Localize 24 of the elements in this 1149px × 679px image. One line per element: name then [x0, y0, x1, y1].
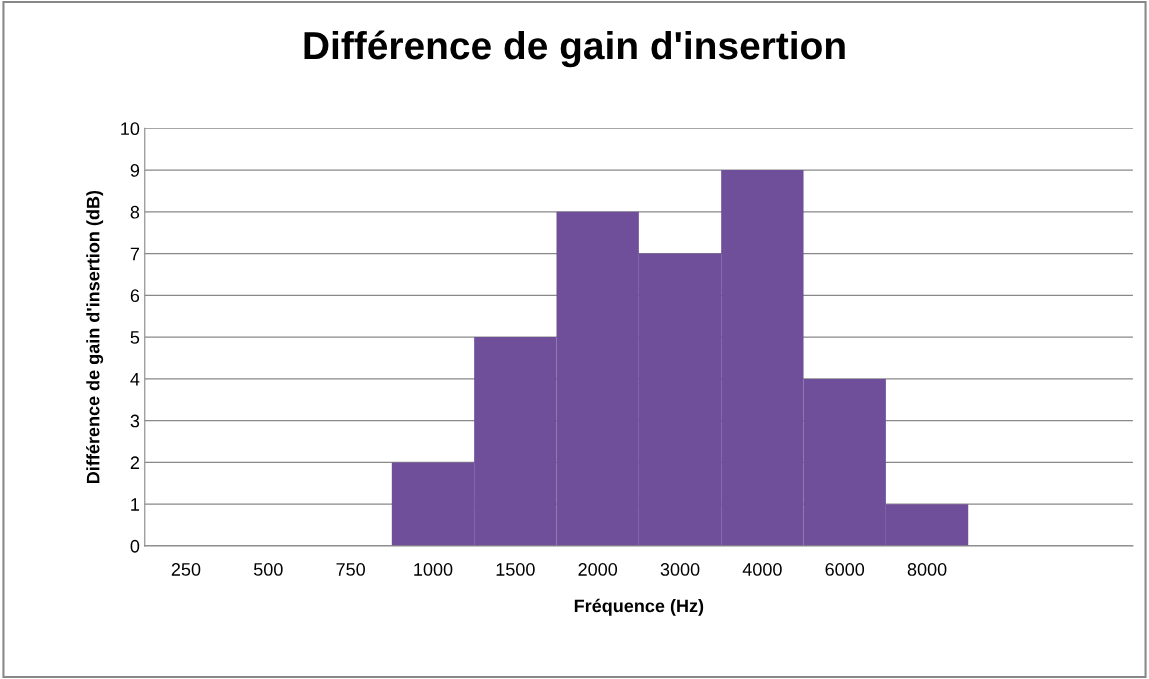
y-tick-label: 2 [130, 456, 140, 469]
x-tick-label: 250 [171, 563, 201, 576]
x-tick-label: 1000 [414, 563, 453, 576]
x-tick-label: 8000 [907, 563, 947, 576]
chart-title: Différence de gain d'insertion [304, 30, 845, 68]
y-tick-label: 5 [130, 331, 140, 344]
y-tick-label: 1 [131, 498, 140, 511]
y-tick-label: 4 [130, 373, 140, 386]
x-tick-label: 500 [253, 563, 283, 576]
y-tick-label: 9 [130, 164, 140, 177]
x-tick-label: 3000 [660, 563, 700, 576]
x-axis-title: Fréquence (Hz) [574, 598, 704, 616]
y-tick-label: 0 [130, 539, 140, 553]
y-axis-title: Différence de gain d'insertion (dB) [86, 190, 104, 484]
x-tick-label: 1500 [496, 563, 535, 576]
x-tick-label: 6000 [825, 563, 865, 576]
x-tick-label: 4000 [742, 563, 782, 576]
y-tick-label: 8 [130, 205, 140, 219]
x-tick-label: 2000 [578, 563, 618, 576]
y-tick-label: 3 [130, 414, 140, 428]
y-tick-label: 6 [130, 289, 140, 303]
x-tick-label: 750 [336, 563, 365, 576]
y-tick-label: 7 [130, 247, 140, 261]
y-tick-label: 10 [121, 122, 140, 136]
